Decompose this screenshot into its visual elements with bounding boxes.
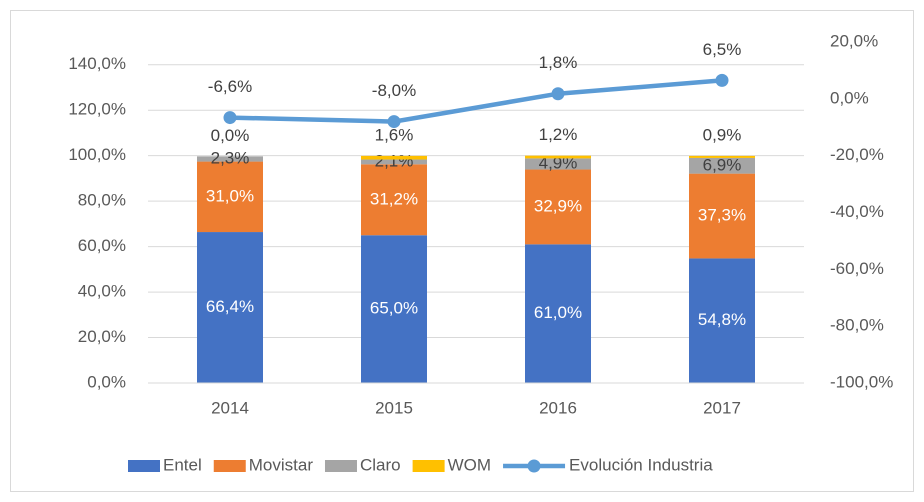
data-label: 31,0%	[206, 186, 254, 205]
data-label: 37,3%	[698, 206, 746, 225]
line-marker	[387, 115, 401, 129]
legend-label: Movistar	[249, 455, 314, 474]
bar-segment	[689, 173, 755, 259]
chart-border	[10, 10, 914, 492]
data-label: 2,3%	[211, 148, 250, 167]
legend-swatch	[412, 460, 445, 472]
line-marker	[223, 111, 237, 125]
bar-segment	[197, 156, 263, 162]
bar-segment	[361, 164, 427, 236]
data-label: 65,0%	[370, 299, 418, 318]
data-label: 0,9%	[703, 125, 742, 144]
bar-segment	[361, 235, 427, 383]
bar-segment	[689, 258, 755, 383]
data-label: 2,1%	[375, 151, 414, 170]
bar-segment	[689, 155, 755, 158]
data-label: 6,5%	[703, 40, 742, 59]
legend-label: WOM	[448, 455, 491, 474]
legend-swatch	[324, 460, 357, 472]
bar-segment	[361, 159, 427, 165]
y-tick-label: 40,0%	[78, 282, 126, 301]
legend-label: Claro	[360, 455, 401, 474]
y-tick-label: 20,0%	[78, 327, 126, 346]
y2-tick-label: -80,0%	[830, 316, 884, 335]
data-label: 61,0%	[534, 303, 582, 322]
legend-label: Entel	[163, 455, 202, 474]
data-label: 6,9%	[703, 155, 742, 174]
y-tick-label: 0,0%	[87, 372, 126, 391]
legend-label: Evolución Industria	[569, 455, 713, 474]
y2-tick-label: -100,0%	[830, 372, 893, 391]
legend-marker	[527, 459, 541, 473]
y-tick-label: 80,0%	[78, 191, 126, 210]
data-label: 0,0%	[211, 126, 250, 145]
legend-swatch	[128, 460, 160, 472]
data-label: 31,2%	[370, 189, 418, 208]
data-label: -8,0%	[372, 81, 416, 100]
y-tick-label: 140,0%	[68, 54, 126, 73]
data-label: 54,8%	[698, 310, 746, 329]
y-tick-label: 100,0%	[68, 145, 126, 164]
legend-swatch	[213, 460, 246, 472]
x-tick-label: 2015	[375, 398, 413, 417]
data-label: 1,6%	[375, 125, 414, 144]
y2-tick-label: -40,0%	[830, 202, 884, 221]
bar-segment	[689, 157, 755, 174]
bar-segment	[361, 155, 427, 160]
y2-tick-label: -60,0%	[830, 259, 884, 278]
y2-tick-label: 0,0%	[830, 88, 869, 107]
bar-segment	[525, 155, 591, 159]
data-label: -6,6%	[208, 77, 252, 96]
y2-tick-label: -20,0%	[830, 145, 884, 164]
bar-segment	[525, 158, 591, 170]
data-label: 66,4%	[206, 297, 254, 316]
y-tick-label: 120,0%	[68, 100, 126, 119]
bar-segment	[525, 244, 591, 383]
y-tick-label: 60,0%	[78, 236, 126, 255]
data-label: 32,9%	[534, 196, 582, 215]
y2-tick-label: 20,0%	[830, 31, 878, 50]
bar-segment	[197, 232, 263, 383]
data-label: 1,2%	[539, 125, 578, 144]
data-label: 1,8%	[539, 53, 578, 72]
line	[227, 78, 725, 124]
bar-segment	[197, 161, 263, 233]
x-tick-label: 2016	[539, 398, 577, 417]
line-marker	[551, 87, 565, 101]
line-marker	[715, 73, 729, 87]
x-tick-label: 2014	[211, 398, 249, 417]
x-tick-label: 2017	[703, 398, 741, 417]
bar-segment	[525, 169, 591, 245]
